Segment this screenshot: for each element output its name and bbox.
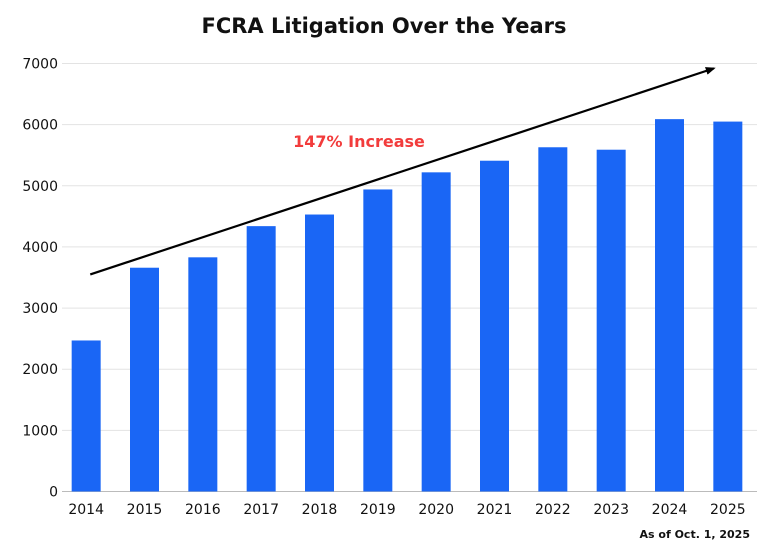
x-tick-label: 2019: [360, 502, 396, 518]
bar-2017: [246, 226, 276, 492]
x-tick-label: 2021: [477, 502, 513, 518]
bar-2019: [363, 189, 393, 492]
y-tick-label: 5000: [22, 179, 58, 195]
y-tick-label: 3000: [22, 301, 58, 317]
x-tick-label: 2025: [710, 502, 746, 518]
increase-label: 147% Increase: [293, 132, 425, 151]
x-tick-label: 2017: [243, 502, 279, 518]
y-tick-label: 1000: [22, 423, 58, 439]
x-tick-label: 2024: [652, 502, 688, 518]
x-tick-label: 2015: [127, 502, 163, 518]
x-tick-label: 2022: [535, 502, 571, 518]
bar-2023: [596, 149, 626, 492]
y-tick-label: 2000: [22, 362, 58, 378]
bar-2020: [421, 172, 451, 492]
bar-2024: [655, 119, 684, 492]
bar-2018: [305, 214, 334, 492]
footnote: As of Oct. 1, 2025: [640, 528, 750, 541]
bars: [71, 119, 743, 492]
gridlines: [62, 63, 757, 492]
y-axis: 0 1000 2000 3000 4000 5000 6000 7000: [22, 57, 58, 501]
bar-2014: [71, 340, 101, 492]
bar-2022: [538, 147, 568, 492]
x-tick-label: 2020: [418, 502, 454, 518]
x-tick-label: 2018: [302, 502, 338, 518]
bar-2021: [480, 160, 509, 492]
trend-arrow: [89, 67, 716, 276]
bar-2015: [130, 267, 159, 492]
y-tick-label: 6000: [22, 118, 58, 134]
x-tick-label: 2023: [593, 502, 629, 518]
x-tick-label: 2016: [185, 502, 221, 518]
x-axis: 2014 2015 2016 2017 2018 2019 2020 2021 2022 2023…: [68, 502, 745, 518]
y-tick-label: 4000: [22, 240, 58, 256]
y-tick-label: 7000: [22, 57, 58, 73]
bar-2016: [188, 257, 218, 492]
bar-2025: [713, 121, 743, 492]
x-tick-label: 2014: [68, 502, 104, 518]
chart-title: FCRA Litigation Over the Years: [202, 14, 567, 38]
y-tick-label: 0: [49, 485, 58, 501]
